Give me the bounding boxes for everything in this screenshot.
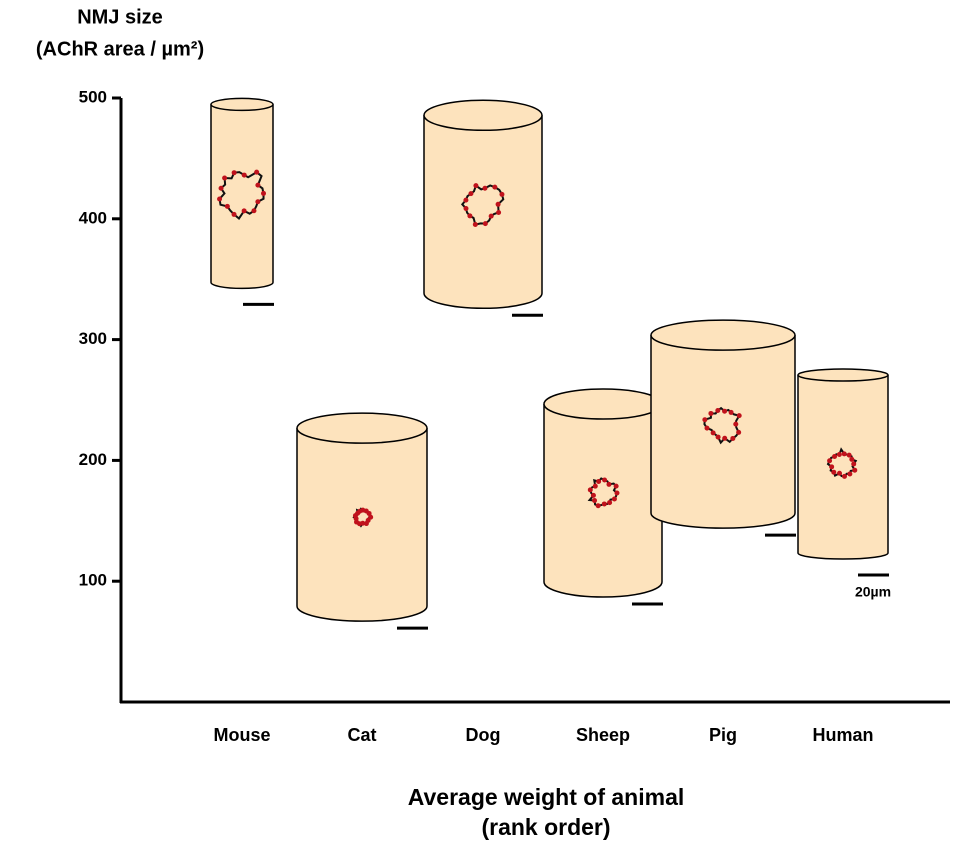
nmj-spot <box>715 408 720 413</box>
x-tick-label: Mouse <box>213 725 270 745</box>
nmj-spot <box>496 210 501 215</box>
cylinder-top <box>798 369 888 381</box>
chart: NMJ size (AChR area / µm²) Average weigh… <box>0 0 964 846</box>
nmj-spot <box>716 435 721 440</box>
nmj-spot <box>705 426 710 431</box>
nmj-spot <box>217 196 222 201</box>
cylinder-top <box>297 413 427 443</box>
nmj-spot <box>602 478 607 483</box>
cylinder-body <box>651 335 795 528</box>
nmj-spot <box>225 204 230 209</box>
nmj-spot <box>473 222 478 227</box>
nmj-spot <box>261 191 266 196</box>
nmj-spot <box>722 436 727 441</box>
nmj-spot <box>708 411 713 416</box>
nmj-spot <box>591 493 596 498</box>
nmj-spot <box>596 479 601 484</box>
nmj-spot <box>829 464 834 469</box>
nmj-spot <box>222 176 227 181</box>
nmj-spot <box>827 458 832 463</box>
cylinder-body <box>798 375 888 559</box>
cylinder-top <box>544 389 662 419</box>
nmj-spot <box>255 183 260 188</box>
nmj-spot <box>496 202 501 207</box>
nmj-spot <box>596 503 601 508</box>
nmj-spot <box>588 487 593 492</box>
nmj-spot <box>607 500 612 505</box>
nmj-spot <box>463 206 468 211</box>
nmj-spot <box>612 497 617 502</box>
x-tick-label: Cat <box>347 725 376 745</box>
cylinder <box>798 369 889 575</box>
nmj-spot <box>837 452 842 457</box>
nmj-spot <box>733 422 738 427</box>
nmj-spot <box>467 213 472 218</box>
y-axis-title: NMJ size <box>77 6 163 28</box>
nmj-spot <box>842 474 847 479</box>
nmj-spot <box>482 186 487 191</box>
nmj-spot <box>711 430 716 435</box>
cylinder <box>544 389 663 604</box>
x-tick-label: Sheep <box>576 725 630 745</box>
y-tick-label: 300 <box>79 329 107 348</box>
x-axis-title: Average weight of animal <box>408 784 685 810</box>
nmj-spot <box>242 208 247 213</box>
nmj-spot <box>463 198 468 203</box>
x-axis-title: (rank order) <box>481 814 610 840</box>
nmj-spot <box>842 451 847 456</box>
nmj-spot <box>468 191 473 196</box>
nmj-spot <box>849 457 854 462</box>
y-axis-title: (AChR area / µm²) <box>36 38 204 60</box>
cylinder <box>297 413 428 628</box>
nmj-spot <box>736 430 741 435</box>
nmj-spot <box>614 491 619 496</box>
nmj-spot <box>832 454 837 459</box>
cylinder <box>211 98 274 304</box>
cylinder <box>424 100 543 315</box>
nmj-spot <box>255 199 260 204</box>
nmj-spot <box>367 511 372 516</box>
nmj-spot <box>499 192 504 197</box>
nmj-spot <box>473 183 478 188</box>
y-tick-label: 500 <box>79 87 107 106</box>
x-tick-label: Pig <box>709 725 737 745</box>
nmj-spot <box>606 482 611 487</box>
nmj-spot <box>737 413 742 418</box>
nmj-spot <box>489 214 494 219</box>
scale-label: 20µm <box>855 584 891 600</box>
y-tick-label: 100 <box>79 571 107 590</box>
cylinder-top <box>424 100 542 130</box>
nmj-spot <box>837 471 842 476</box>
nmj-spot <box>219 186 224 191</box>
nmj-spot <box>702 417 707 422</box>
nmj-spot <box>847 453 852 458</box>
x-tick-label: Human <box>812 725 873 745</box>
x-tick-label: Dog <box>466 725 501 745</box>
nmj-spot <box>232 170 237 175</box>
nmj-spot <box>593 484 598 489</box>
nmj-spot <box>254 170 259 175</box>
y-tick-label: 400 <box>79 208 107 227</box>
cylinder-body <box>544 404 662 597</box>
cylinder <box>651 320 796 535</box>
nmj-spot <box>602 501 607 506</box>
y-tick-label: 200 <box>79 450 107 469</box>
nmj-spot <box>614 484 619 489</box>
cylinder-top <box>651 320 795 350</box>
nmj-spot <box>722 409 727 414</box>
cylinder-body <box>424 115 542 308</box>
nmj-spot <box>852 468 857 473</box>
nmj-spot <box>851 462 856 467</box>
nmj-spot <box>242 173 247 178</box>
nmj-spot <box>483 221 488 226</box>
cylinder-top <box>211 98 273 110</box>
nmj-spot <box>492 185 497 190</box>
nmj-spot <box>847 471 852 476</box>
nmj-spot <box>730 436 735 441</box>
nmj-spot <box>729 410 734 415</box>
nmj-spot <box>592 498 597 503</box>
nmj-spot <box>251 208 256 213</box>
nmj-spot <box>232 212 237 217</box>
nmj-spot <box>831 470 836 475</box>
